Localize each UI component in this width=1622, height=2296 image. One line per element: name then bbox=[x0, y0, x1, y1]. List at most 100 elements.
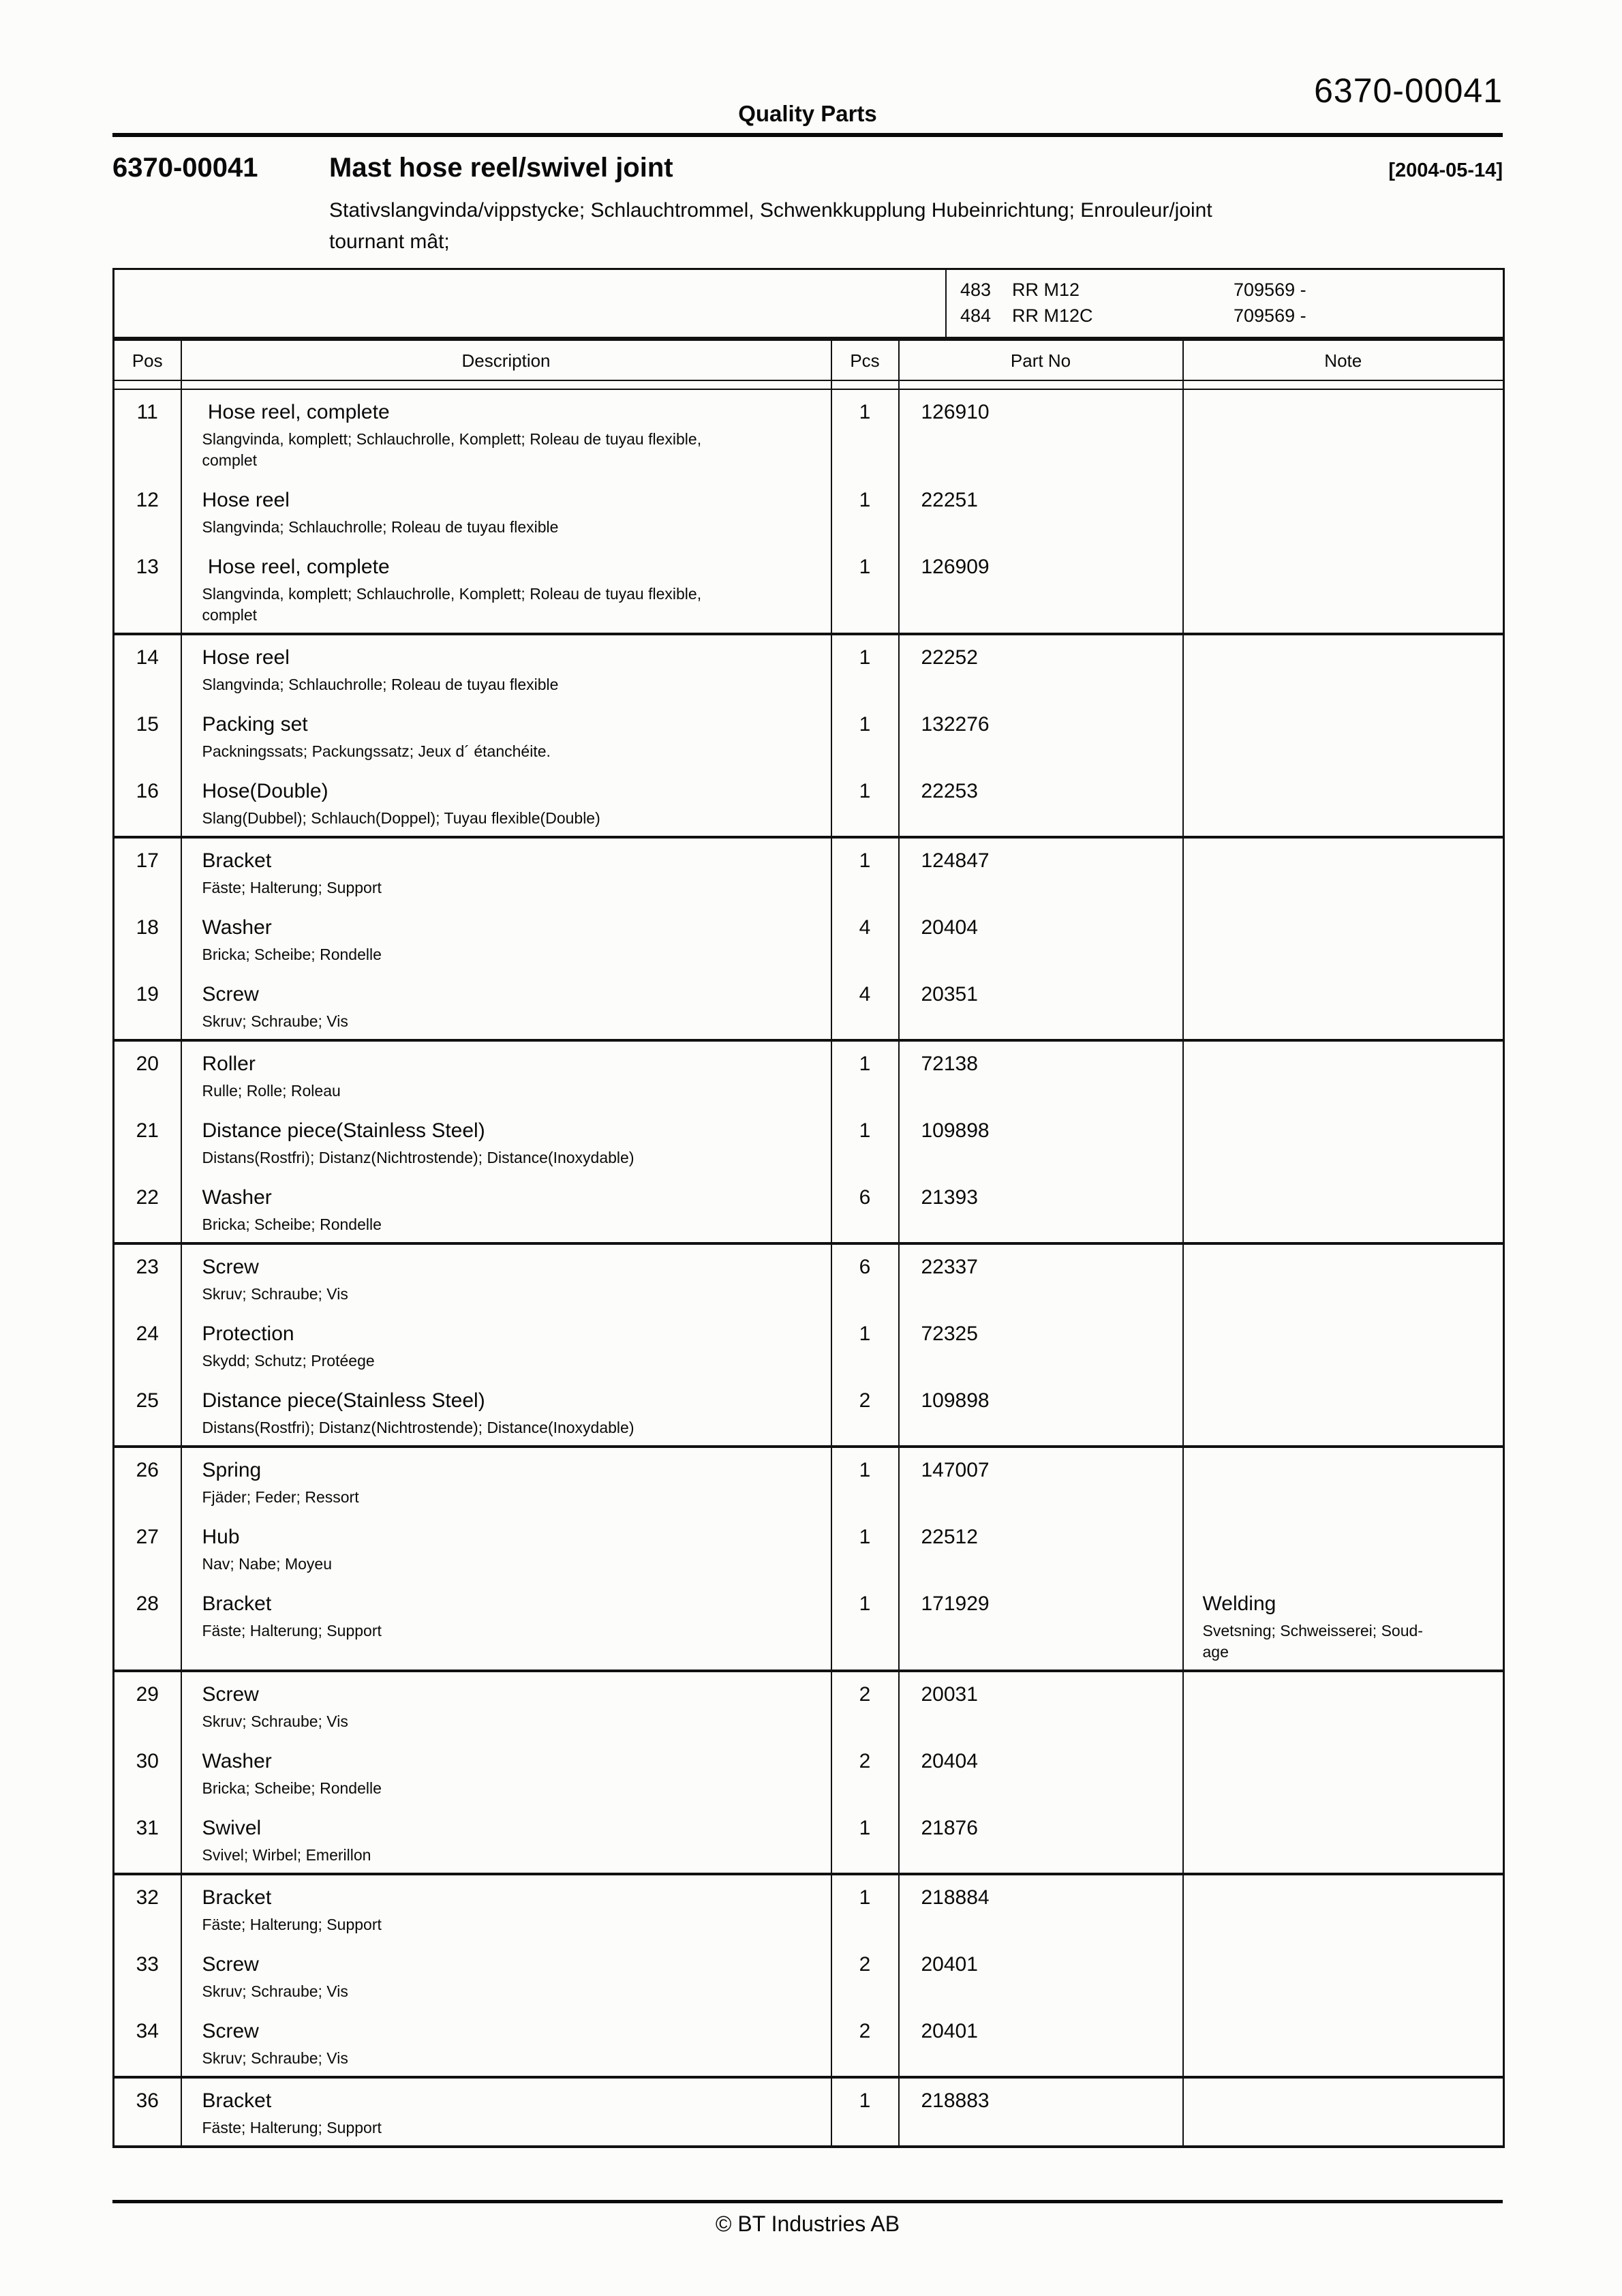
part-no-cell: 21876 bbox=[898, 1806, 1183, 1875]
note-cell bbox=[1182, 478, 1504, 545]
description-cell: Packing set Packningssats; Packungssatz; … bbox=[180, 702, 831, 769]
table-row: 27 Hub Nav; Nabe; Moyeu 1 22512 bbox=[114, 1515, 1504, 1582]
pcs-cell: 1 bbox=[830, 1447, 899, 1515]
content-area: 6370-00041 Quality Parts 6370-00041 Mast… bbox=[112, 0, 1505, 2296]
note-cell bbox=[1182, 1515, 1504, 1582]
part-no-cell: 147007 bbox=[898, 1447, 1183, 1515]
header-spacer-cell bbox=[113, 380, 181, 390]
description-translations: Distans(Rostfri); Distanz(Nichtrostende)… bbox=[202, 1149, 634, 1166]
parts-table-body: 11 Hose reel, complete Slangvinda, komple… bbox=[113, 380, 1504, 2148]
note-cell bbox=[1182, 389, 1504, 478]
model-serial-range: 709569 - bbox=[1234, 280, 1306, 300]
pcs-cell: 2 bbox=[830, 1378, 899, 1448]
pos-cell: 32 bbox=[136, 1886, 159, 1909]
description-text: Swivel bbox=[202, 1817, 262, 1839]
note-cell bbox=[1182, 634, 1504, 702]
description-text: Protection bbox=[202, 1323, 294, 1345]
description-cell: Hub Nav; Nabe; Moyeu bbox=[180, 1515, 831, 1582]
description-text: Screw bbox=[202, 1953, 259, 1976]
note-cell bbox=[1182, 1942, 1504, 2009]
header-spacer-cell bbox=[180, 380, 831, 390]
part-no-cell: 22512 bbox=[898, 1515, 1183, 1582]
description-cell: Swivel Svivel; Wirbel; Emerillon bbox=[180, 1806, 831, 1875]
document-number-top: 6370-00041 bbox=[1314, 72, 1503, 110]
table-row: 31 Swivel Svivel; Wirbel; Emerillon 1 21876 bbox=[113, 1806, 1504, 1875]
note-cell bbox=[1182, 1739, 1504, 1806]
note-cell bbox=[1182, 545, 1504, 635]
description-text: Distance piece(Stainless Steel) bbox=[202, 1119, 485, 1142]
description-text: Bracket bbox=[202, 2089, 272, 2112]
parts-table: 483 RR M12 709569 - 484 RR M12C 709569 - bbox=[112, 268, 1505, 2148]
table-row: 23 Screw Skruv; Schraube; Vis 6 22337 bbox=[114, 1243, 1504, 1312]
description-translations: Skydd; Schutz; Protéege bbox=[202, 1352, 375, 1370]
description-text: Screw bbox=[202, 1256, 259, 1278]
description-text: Washer bbox=[202, 1186, 272, 1209]
description-text: Hose(Double) bbox=[202, 780, 328, 802]
description-cell: Bracket Fäste; Halterung; Support bbox=[180, 1874, 831, 1942]
description-text: Bracket bbox=[202, 1886, 272, 1909]
description-translations: Bricka; Scheibe; Rondelle bbox=[202, 1779, 382, 1797]
pos-cell: 33 bbox=[136, 1953, 159, 1976]
part-no-cell: 109898 bbox=[898, 1378, 1183, 1448]
part-no-cell: 20031 bbox=[898, 1671, 1183, 1739]
description-translations: Distans(Rostfri); Distanz(Nichtrostende)… bbox=[202, 1419, 634, 1436]
title-block: 6370-00041 Mast hose reel/swivel joint [… bbox=[112, 153, 1503, 258]
description-translations: Fäste; Halterung; Support bbox=[202, 2119, 382, 2136]
pcs-cell: 1 bbox=[830, 478, 899, 545]
col-header-pcs: Pcs bbox=[830, 339, 899, 381]
table-row: 36 Bracket Fäste; Halterung; Support 1 21888… bbox=[113, 2077, 1504, 2148]
table-row: 33 Screw Skruv; Schraube; Vis 2 20401 bbox=[114, 1942, 1504, 2009]
pos-cell: 26 bbox=[136, 1459, 159, 1481]
description-cell: Hose(Double) Slang(Dubbel); Schlauch(Dopp… bbox=[180, 769, 831, 839]
col-header-pos: Pos bbox=[113, 339, 181, 381]
pos-cell: 30 bbox=[136, 1750, 159, 1772]
pos-cell: 36 bbox=[113, 2077, 181, 2148]
description-translations: Bricka; Scheibe; Rondelle bbox=[202, 946, 382, 963]
table-row: 24 Protection Skydd; Schutz; Protéege 1 7232… bbox=[114, 1312, 1504, 1378]
description-text: Hub bbox=[202, 1526, 240, 1548]
note-cell bbox=[1182, 1312, 1504, 1378]
description-text: Hose reel bbox=[202, 646, 290, 669]
model-header-cell: 483 RR M12 709569 - 484 RR M12C 709569 - bbox=[113, 269, 1504, 341]
note-cell bbox=[1182, 1447, 1504, 1515]
pos-cell: 12 bbox=[136, 489, 159, 511]
description-text: Screw bbox=[202, 1683, 259, 1706]
description-translations: Fäste; Halterung; Support bbox=[202, 1916, 382, 1933]
note-cell bbox=[1182, 972, 1504, 1042]
page-title: Mast hose reel/swivel joint bbox=[329, 153, 673, 183]
description-translations: Packningssats; Packungssatz; Jeux d´ éta… bbox=[202, 742, 551, 760]
description-text: Washer bbox=[202, 916, 272, 939]
pos-cell: 17 bbox=[136, 849, 159, 872]
pos-cell: 27 bbox=[136, 1526, 159, 1548]
pcs-cell: 6 bbox=[830, 1243, 899, 1312]
column-header-row: Pos Description Pcs Part No Note bbox=[113, 339, 1504, 381]
note-cell bbox=[1182, 1175, 1504, 1245]
header-spacer-cell bbox=[830, 380, 899, 390]
model-header-row: 483 RR M12 709569 - 484 RR M12C 709569 - bbox=[113, 269, 1504, 341]
pos-cell: 23 bbox=[136, 1256, 159, 1278]
pcs-cell: 1 bbox=[830, 2077, 899, 2148]
part-no-cell: 20404 bbox=[898, 905, 1183, 972]
pcs-cell: 1 bbox=[830, 1312, 899, 1378]
description-translations: Slangvinda, komplett; Schlauchrolle, Kom… bbox=[202, 430, 702, 469]
description-text: Bracket bbox=[202, 1592, 272, 1615]
table-row: 34 Screw Skruv; Schraube; Vis 2 20401 bbox=[113, 2009, 1504, 2079]
pos-cell: 28 bbox=[113, 1582, 181, 1672]
col-header-part-no: Part No bbox=[898, 339, 1183, 381]
table-row: 13 Hose reel, complete Slangvinda, komple… bbox=[113, 545, 1504, 635]
description-cell: Screw Skruv; Schraube; Vis bbox=[180, 972, 831, 1042]
note-cell bbox=[1182, 1806, 1504, 1875]
part-no-cell: 20401 bbox=[898, 2009, 1183, 2079]
description-text: Roller bbox=[202, 1053, 256, 1075]
model-info-cell: 483 RR M12 709569 - 484 RR M12C 709569 - bbox=[945, 270, 1503, 337]
description-cell: Bracket Fäste; Halterung; Support bbox=[180, 837, 831, 905]
pos-cell: 24 bbox=[136, 1323, 159, 1345]
title-right: Mast hose reel/swivel joint [2004-05-14]… bbox=[329, 153, 1503, 258]
description-cell: Distance piece(Stainless Steel) Distans(R… bbox=[180, 1108, 831, 1175]
table-row: 30 Washer Bricka; Scheibe; Rondelle 2 20404 bbox=[114, 1739, 1504, 1806]
description-translations: Slang(Dubbel); Schlauch(Doppel); Tuyau f… bbox=[202, 809, 600, 827]
pos-cell: 31 bbox=[113, 1806, 181, 1875]
description-translations: Bricka; Scheibe; Rondelle bbox=[202, 1215, 382, 1233]
description-cell: Screw Skruv; Schraube; Vis bbox=[180, 1243, 831, 1312]
description-translations: Skruv; Schraube; Vis bbox=[202, 2049, 348, 2067]
